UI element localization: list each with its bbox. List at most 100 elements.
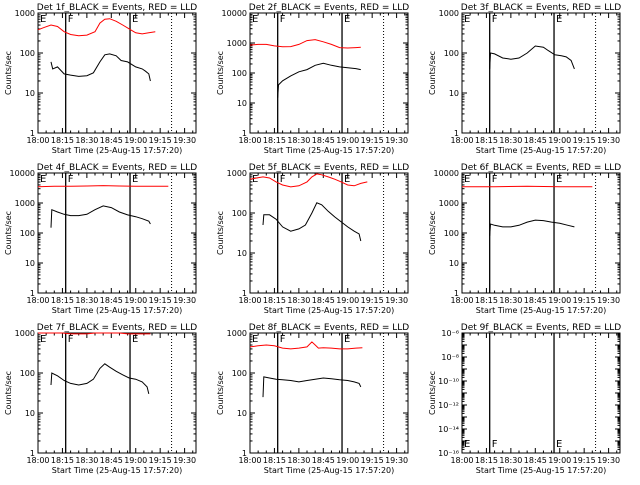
x-tick-label: 18:45: [100, 296, 123, 305]
x-tick-label: 18:45: [524, 456, 547, 465]
y-tick-label: 10: [449, 259, 459, 268]
x-tick-label: 19:15: [361, 296, 384, 305]
chart-title: Det 7f_BLACK = Events, RED = LLD: [37, 323, 197, 333]
y-tick-label: 10⁻¹⁴: [438, 425, 459, 434]
chart-title: Det 1f_BLACK = Events, RED = LLD: [37, 3, 197, 13]
y-tick-label: 100: [232, 69, 247, 78]
x-tick-label: 18:30: [287, 296, 310, 305]
x-tick-label: 19:15: [361, 136, 384, 145]
x-tick-label: 19:15: [573, 136, 596, 145]
y-tick-label: 1000: [227, 39, 247, 48]
x-tick-label: 18:45: [312, 456, 335, 465]
marker-letter-f: F: [280, 334, 286, 345]
x-tick-label: 18:45: [100, 456, 123, 465]
marker-letter-e2: E: [132, 14, 138, 25]
plot-frame: [250, 173, 408, 293]
marker-letter-f: F: [280, 174, 286, 185]
x-tick-label: 18:00: [26, 456, 49, 465]
series-line-events: [278, 63, 361, 97]
x-tick-label: 19:00: [336, 456, 359, 465]
y-tick-label: 1000: [439, 9, 459, 18]
y-axis-label: Counts/sec: [428, 51, 437, 95]
chart-panel-7: Det 7f_BLACK = Events, RED = LLD11010010…: [4, 323, 197, 475]
plot-frame: [38, 13, 196, 133]
chart-title: Det 8f_BLACK = Events, RED = LLD: [249, 323, 409, 333]
x-tick-label: 19:30: [385, 296, 408, 305]
chart-panel-4: Det 4f_BLACK = Events, RED = LLD11010010…: [4, 163, 197, 315]
y-tick-label: 1000: [15, 9, 35, 18]
y-tick-label: 100: [444, 49, 459, 58]
x-tick-label: 19:30: [597, 296, 620, 305]
y-tick-label: 10: [237, 249, 247, 258]
x-axis-label: Start Time (25-Aug-15 17:57:20): [264, 146, 395, 155]
y-tick-label: 10: [237, 99, 247, 108]
marker-letter-f: F: [492, 14, 498, 25]
x-tick-label: 18:15: [51, 296, 74, 305]
x-tick-label: 19:30: [173, 136, 196, 145]
marker-letter-e: E: [464, 439, 470, 450]
marker-letter-e2: E: [344, 14, 350, 25]
plot-frame: [38, 333, 196, 453]
marker-letter-e2: E: [344, 334, 350, 345]
x-tick-label: 18:45: [312, 136, 335, 145]
marker-letter-e2: E: [132, 334, 138, 345]
y-tick-label: 10000: [222, 9, 247, 18]
chart-panel-1: Det 1f_BLACK = Events, RED = LLD11010010…: [4, 3, 197, 155]
x-tick-label: 19:00: [548, 136, 571, 145]
x-tick-label: 19:00: [124, 136, 147, 145]
y-tick-label: 10: [25, 89, 35, 98]
x-tick-label: 18:15: [51, 456, 74, 465]
x-axis-label: Start Time (25-Aug-15 17:57:20): [52, 466, 183, 475]
marker-letter-e: E: [464, 174, 470, 185]
x-tick-label: 19:00: [548, 456, 571, 465]
series-line-events: [490, 46, 575, 69]
y-axis-label: Counts/sec: [4, 211, 13, 255]
marker-letter-e: E: [40, 14, 46, 25]
chart-title: Det 4f_BLACK = Events, RED = LLD: [37, 163, 197, 173]
y-tick-label: 1000: [227, 329, 247, 338]
chart-title: Det 6f_BLACK = Events, RED = LLD: [461, 163, 621, 173]
x-tick-label: 18:30: [499, 136, 522, 145]
x-tick-label: 19:00: [336, 296, 359, 305]
chart-title: Det 2f_BLACK = Events, RED = LLD: [249, 3, 409, 13]
x-tick-label: 19:30: [173, 296, 196, 305]
x-tick-label: 19:30: [385, 136, 408, 145]
x-tick-label: 19:15: [149, 136, 172, 145]
x-axis-label: Start Time (25-Aug-15 17:57:20): [52, 306, 183, 315]
plot-frame: [38, 173, 196, 293]
x-tick-label: 18:30: [499, 456, 522, 465]
x-tick-label: 18:15: [263, 136, 286, 145]
marker-letter-f: F: [280, 14, 286, 25]
chart-panel-6: Det 6f_BLACK = Events, RED = LLD11010010…: [428, 163, 621, 315]
marker-letter-e2: E: [556, 439, 562, 450]
x-axis-label: Start Time (25-Aug-15 17:57:20): [52, 146, 183, 155]
y-tick-label: 10: [25, 409, 35, 418]
x-axis-label: Start Time (25-Aug-15 17:57:20): [476, 306, 607, 315]
y-tick-label: 100: [20, 229, 35, 238]
x-tick-label: 18:30: [287, 136, 310, 145]
x-tick-label: 18:00: [26, 296, 49, 305]
marker-letter-f: F: [68, 14, 74, 25]
y-tick-label: 10000: [10, 169, 35, 178]
y-tick-label: 100: [20, 49, 35, 58]
x-axis-label: Start Time (25-Aug-15 17:57:20): [264, 306, 395, 315]
x-tick-label: 18:30: [499, 296, 522, 305]
y-tick-label: 10: [449, 89, 459, 98]
chart-panel-3: Det 3f_BLACK = Events, RED = LLD11010010…: [428, 3, 621, 155]
chart-title: Det 3f_BLACK = Events, RED = LLD: [461, 3, 621, 13]
x-tick-label: 18:30: [287, 456, 310, 465]
y-tick-label: 10⁻⁸: [441, 353, 459, 362]
series-line-lld: [250, 40, 361, 48]
chart-title: Det 9f_BLACK = Events, RED = LLD: [461, 323, 621, 333]
x-tick-label: 18:30: [75, 136, 98, 145]
y-tick-label: 1000: [15, 329, 35, 338]
marker-letter-e: E: [464, 14, 470, 25]
x-tick-label: 18:45: [312, 296, 335, 305]
x-tick-label: 18:45: [524, 296, 547, 305]
y-tick-label: 10⁻⁶: [441, 329, 459, 338]
marker-letter-f: F: [68, 334, 74, 345]
marker-letter-e2: E: [132, 174, 138, 185]
x-tick-label: 18:15: [475, 136, 498, 145]
x-tick-label: 18:15: [475, 456, 498, 465]
